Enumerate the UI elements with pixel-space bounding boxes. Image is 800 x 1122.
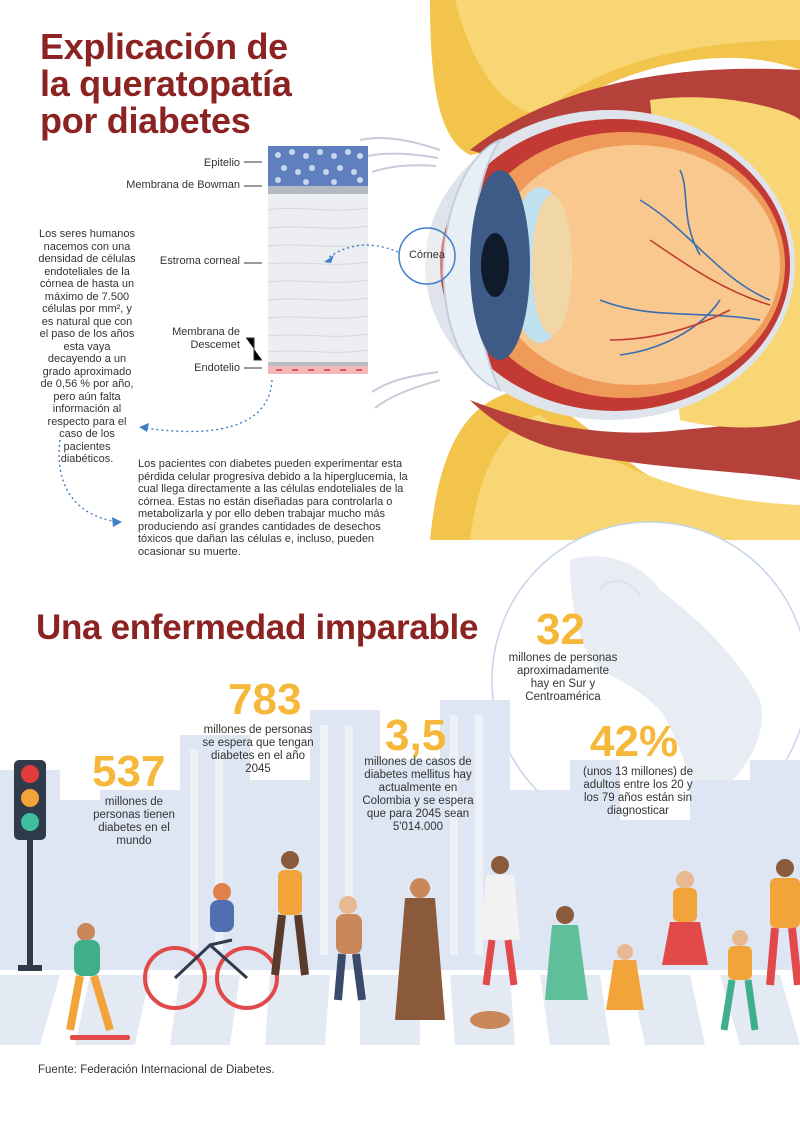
stat-3-5-text: millones de casos de diabetes mellitus h… — [362, 756, 474, 833]
stat-42-value: 42% — [590, 717, 679, 766]
page-title: Explicación de la queratopatía por diabe… — [40, 26, 292, 141]
source-note: Fuente: Federación Internacional de Diab… — [38, 1064, 275, 1076]
paragraph-diabetes-loss: Los pacientes con diabetes pueden experi… — [138, 458, 408, 558]
stat-3-5-value: 3,5 — [385, 711, 447, 760]
section-title: Una enfermedad imparable — [36, 608, 479, 647]
stat-42-text: (unos 13 millones) de adultos entre los … — [583, 766, 693, 817]
label-bowman: Membrana de Bowman — [126, 179, 240, 191]
label-descemet: Membrana de Descemet — [172, 326, 240, 351]
paragraph-cell-density: Los seres humanos nacemos con una densid… — [38, 228, 136, 465]
label-endotelio: Endotelio — [194, 362, 240, 374]
stat-783-text: millones de personas se espera que tenga… — [202, 724, 314, 775]
stat-537-text: millones de personas tienen diabetes en … — [93, 796, 175, 847]
stat-32-text: millones de personas aproximadamente hay… — [508, 652, 618, 703]
label-epitelio: Epitelio — [203, 157, 240, 169]
stat-32-value: 32 — [536, 605, 585, 654]
stat-537-value: 537 — [92, 747, 166, 796]
label-estroma: Estroma corneal — [159, 255, 240, 267]
stat-783-value: 783 — [228, 675, 302, 724]
cornea-callout-label: Córnea — [408, 249, 446, 261]
